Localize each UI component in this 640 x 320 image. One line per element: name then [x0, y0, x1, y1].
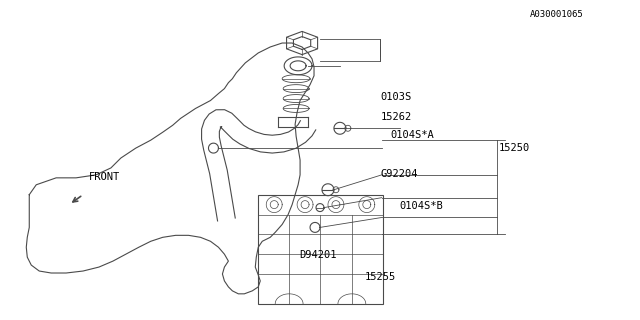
Text: FRONT: FRONT — [90, 172, 120, 182]
Text: 15255: 15255 — [365, 272, 396, 282]
Text: 15250: 15250 — [499, 143, 530, 153]
Text: 0104S*A: 0104S*A — [390, 130, 434, 140]
Text: 15262: 15262 — [381, 112, 412, 122]
Text: G92204: G92204 — [381, 169, 418, 179]
Bar — [259, 195, 383, 304]
Text: D94201: D94201 — [299, 250, 337, 260]
Text: 0103S: 0103S — [381, 92, 412, 101]
Text: 0104S*B: 0104S*B — [399, 201, 444, 211]
Text: A030001065: A030001065 — [531, 10, 584, 19]
